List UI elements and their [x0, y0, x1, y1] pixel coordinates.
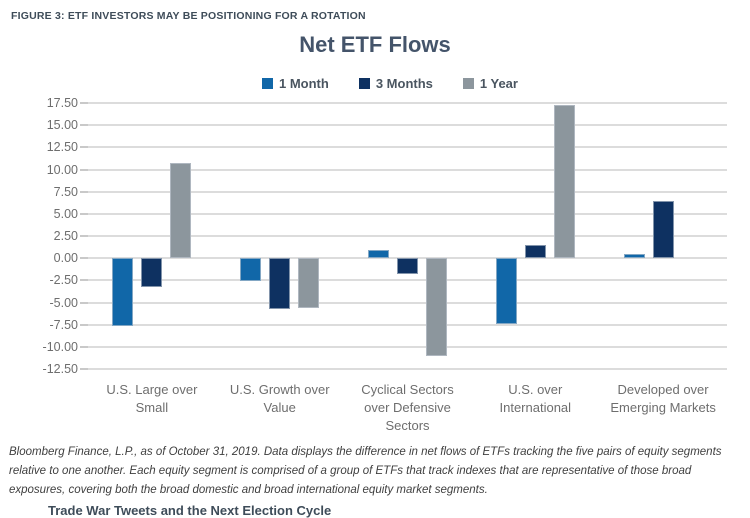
y-axis-tick — [80, 368, 88, 370]
bar-1-month-group-5 — [623, 253, 645, 259]
bar-1-year-group-1 — [170, 163, 192, 259]
gridline — [88, 146, 727, 149]
bar-1-month-group-1 — [112, 258, 134, 327]
gridline — [88, 301, 727, 304]
y-axis-label: 2.50 — [53, 229, 78, 243]
legend-label: 3 Months — [375, 76, 433, 91]
figure-heading: FIGURE 3: ETF INVESTORS MAY BE POSITIONI… — [11, 10, 366, 22]
legend-label: 1 Month — [279, 76, 329, 91]
y-axis-label: 17.50 — [46, 96, 78, 110]
y-axis-tick — [80, 124, 88, 127]
bar-1-month-group-4 — [495, 258, 517, 324]
y-axis-label: 5.00 — [53, 206, 78, 221]
y-axis-tick — [80, 323, 88, 326]
gridline — [88, 102, 727, 104]
gridline — [88, 368, 727, 370]
y-axis-label: 7.50 — [53, 184, 78, 199]
y-axis-tick — [80, 168, 88, 171]
y-axis-tick — [80, 257, 88, 260]
chart-title: Net ETF Flows — [299, 32, 451, 57]
legend-item-1-year: 1 Year — [462, 76, 518, 91]
y-axis-label: -5.00 — [49, 295, 79, 310]
legend-label: 1 Year — [479, 76, 518, 91]
bar-3-months-group-3 — [397, 258, 418, 275]
legend-swatch-icon — [262, 78, 273, 89]
bar-3-months-group-5 — [652, 201, 674, 259]
gridline — [88, 257, 727, 260]
chart-legend: 1 Month 3 Months 1 Year — [0, 76, 750, 91]
bar-3-months-group-2 — [269, 258, 291, 309]
x-axis-category-label: Cyclical Sectors over Defensive Sectors — [361, 382, 454, 433]
y-axis-tick — [80, 190, 88, 193]
y-axis-tick — [80, 279, 88, 282]
bar-1-month-group-3 — [368, 250, 389, 259]
legend-item-1-month: 1 Month — [262, 76, 329, 91]
gridline — [88, 124, 727, 127]
gridline — [88, 345, 727, 348]
plot-area: 17.50 15.00 12.50 10.00 7.50 5.00 2.50 0.00 -2.5… — [43, 96, 727, 376]
x-axis-category-label: U.S. Growth over Value — [229, 382, 330, 415]
bar-1-month-group-2 — [240, 258, 262, 282]
y-axis-tick — [80, 212, 88, 215]
bottom-cutoff-text: Trade War Tweets and the Next Election C… — [48, 503, 332, 518]
gridline — [88, 168, 727, 171]
y-axis-tick — [80, 345, 88, 348]
bar-3-months-group-4 — [524, 244, 546, 259]
gridline — [88, 323, 727, 326]
x-axis-category-label: U.S. over International — [499, 382, 572, 415]
y-axis-label: 15.00 — [46, 118, 78, 133]
y-axis-label: -10.00 — [42, 339, 78, 354]
legend-swatch-icon — [358, 78, 370, 89]
y-axis-tick — [80, 235, 88, 237]
bar-1-year-group-3 — [426, 258, 447, 356]
bar-1-year-group-2 — [298, 258, 320, 308]
legend-item-3-months: 3 Months — [358, 76, 433, 91]
y-axis-tick — [80, 301, 88, 304]
gridline — [88, 235, 727, 237]
y-axis-label: -12.50 — [42, 362, 78, 376]
bar-1-year-group-4 — [553, 104, 575, 259]
source-footnote: Bloomberg Finance, L.P., as of October 3… — [9, 446, 722, 496]
x-axis-category-label: Developed over Emerging Markets — [610, 382, 716, 415]
y-axis-label: 12.50 — [46, 140, 78, 155]
y-axis-tick — [80, 102, 88, 104]
y-axis-label: -7.50 — [49, 317, 79, 332]
gridline — [88, 279, 727, 282]
y-axis-label: 0.00 — [53, 251, 78, 266]
x-axis-category-label: U.S. Large over Small — [106, 382, 198, 415]
legend-swatch-icon — [462, 78, 474, 89]
y-axis-label: 10.00 — [46, 162, 78, 177]
gridline — [88, 212, 727, 215]
x-axis-labels: U.S. Large over Small U.S. Growth over Va… — [88, 381, 727, 435]
bar-3-months-group-1 — [141, 258, 163, 287]
y-axis-tick — [80, 146, 88, 149]
y-axis-label: -2.50 — [49, 273, 79, 288]
gridline — [88, 190, 727, 193]
